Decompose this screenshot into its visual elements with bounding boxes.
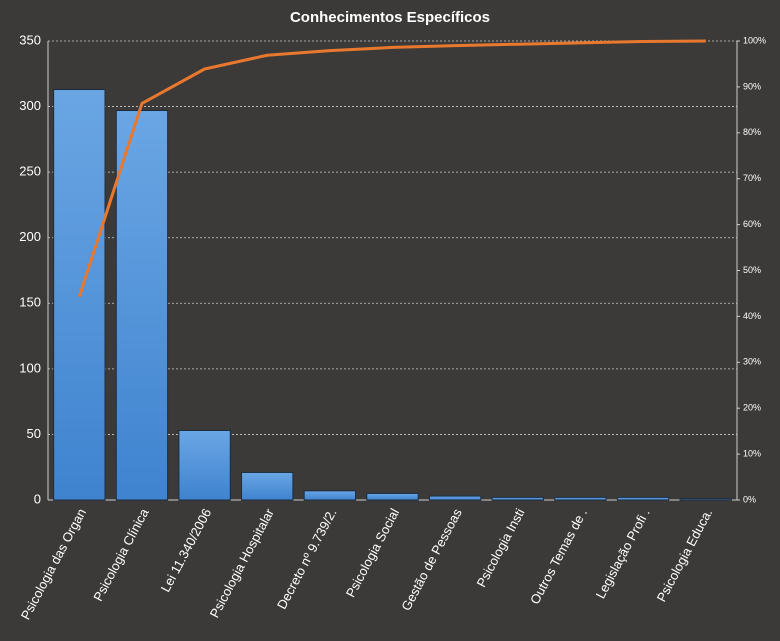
y-tick-label: 50 [27,426,41,441]
y2-tick-label: 80% [743,127,761,137]
bar [241,471,294,501]
y-tick-label: 100 [19,360,41,375]
y2-tick-label: 70% [743,173,761,183]
bar [679,498,732,501]
y-tick-label: 0 [34,491,41,506]
bar [115,110,169,501]
bar [428,495,482,501]
bar [178,429,231,501]
y-tick-label: 150 [19,295,41,310]
bar [366,492,419,501]
y2-tick-label: 20% [743,403,761,413]
bar [303,490,357,501]
cumulative-line [77,39,706,298]
y2-tick-label: 30% [743,357,761,367]
bar [554,496,607,501]
y-tick-label: 250 [19,164,41,179]
y2-tick-label: 0% [743,494,756,504]
bar [491,496,544,501]
y2-tick-label: 50% [743,265,761,275]
y-tick-label: 350 [19,32,41,47]
y2-tick-label: 10% [743,448,761,458]
y2-tick-label: 100% [743,35,766,45]
y2-tick-label: 60% [743,219,761,229]
chart-title: Conhecimentos Específicos [290,9,490,26]
y2-tick-label: 90% [743,81,761,91]
y2-tick-label: 40% [743,311,761,321]
y-tick-label: 200 [19,229,41,244]
y-tick-label: 300 [19,98,41,113]
bar [616,496,670,501]
